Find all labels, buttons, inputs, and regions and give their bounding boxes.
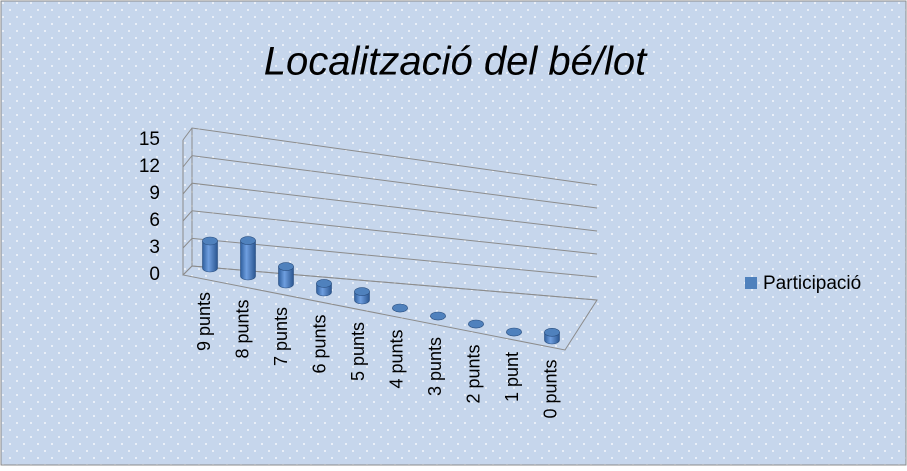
grid-line	[182, 127, 598, 186]
grid-line	[182, 182, 598, 232]
bar-top	[278, 262, 294, 271]
plot-area: 0 3 6 9 12 15 9 punts 8 punts 7 punts 6 punts 5 pu…	[139, 127, 598, 419]
bar-top	[202, 236, 218, 246]
bar	[240, 240, 256, 281]
x-tick-label: 7 punts	[271, 307, 291, 366]
bar	[202, 240, 218, 273]
y-tick-label: 15	[139, 129, 160, 150]
chart-title: Localització del bé/lot	[264, 40, 648, 84]
bar-top	[392, 303, 408, 313]
x-tick-label: 0 punts	[540, 360, 560, 419]
grid-line	[182, 210, 598, 255]
legend-label: Participació	[763, 273, 861, 294]
bar-top	[468, 319, 484, 329]
legend-swatch	[745, 277, 757, 289]
grid-line	[182, 237, 598, 278]
y-tick-label: 12	[139, 156, 160, 177]
x-tick-label: 4 punts	[386, 330, 406, 389]
bar-top	[544, 328, 560, 337]
grid-line	[182, 155, 598, 209]
x-tick-label: 1 punt	[502, 352, 522, 402]
bar-top	[506, 327, 522, 337]
y-tick-label: 3	[149, 237, 160, 258]
x-tick-label: 2 punts	[463, 345, 483, 404]
x-tick-label: 6 punts	[309, 315, 329, 374]
bar-top	[316, 279, 332, 288]
bar	[278, 266, 294, 289]
x-tick-label: 5 punts	[348, 322, 368, 381]
y-tick-label: 0	[149, 264, 160, 285]
grid-line	[182, 265, 598, 301]
y-tick-label: 6	[149, 210, 160, 231]
bar-top	[354, 287, 370, 296]
x-tick-label: 8 punts	[232, 300, 252, 359]
bar-top	[430, 311, 446, 321]
x-tick-label: 9 punts	[194, 292, 214, 351]
bar-top	[240, 236, 256, 245]
y-tick-label: 9	[149, 183, 160, 204]
x-tick-label: 3 punts	[425, 337, 445, 396]
